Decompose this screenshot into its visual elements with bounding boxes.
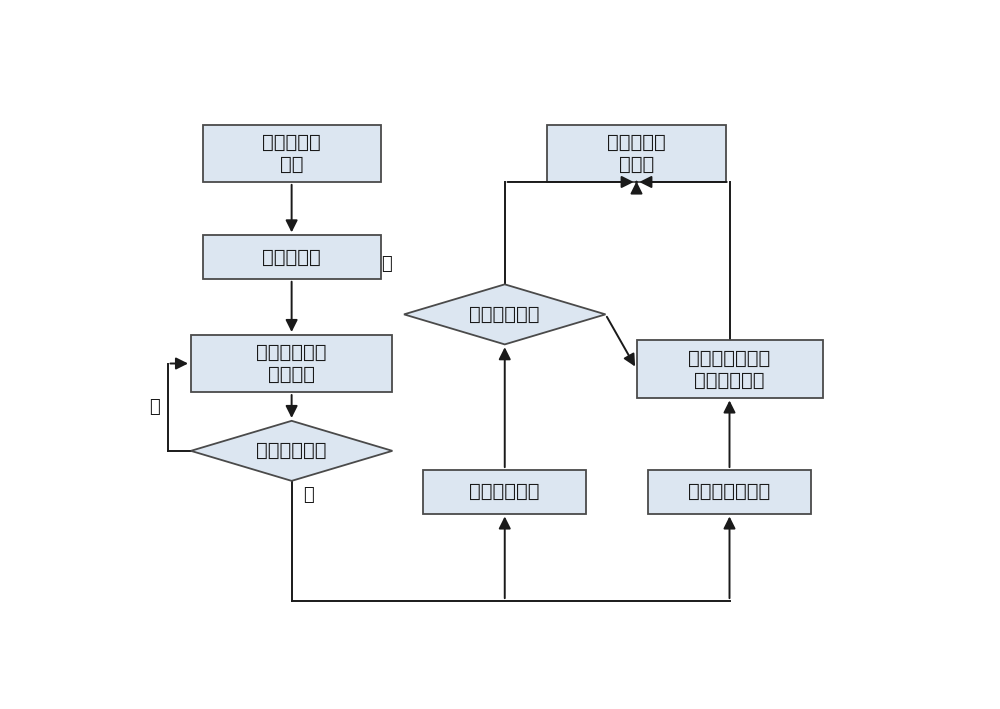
FancyBboxPatch shape <box>637 340 822 398</box>
Polygon shape <box>404 284 606 345</box>
Text: 轮椅执行相
应指令: 轮椅执行相 应指令 <box>607 133 666 174</box>
FancyBboxPatch shape <box>202 125 381 182</box>
Text: 否: 否 <box>149 398 160 416</box>
Text: 是: 是 <box>303 486 314 504</box>
Text: 唇部状态识别: 唇部状态识别 <box>470 482 540 501</box>
Polygon shape <box>191 421 392 481</box>
FancyBboxPatch shape <box>191 335 392 392</box>
Text: 图像预处理: 图像预处理 <box>262 247 321 267</box>
Text: 唇部检测成功: 唇部检测成功 <box>256 442 327 460</box>
Text: 唇部检测并添
加矩形框: 唇部检测并添 加矩形框 <box>256 343 327 384</box>
Text: 摄像头采集
图像: 摄像头采集 图像 <box>262 133 321 174</box>
Text: 设置对比矩形框: 设置对比矩形框 <box>688 482 771 501</box>
Text: 比较唇部与矩形
获得控制指令: 比较唇部与矩形 获得控制指令 <box>688 348 771 389</box>
FancyBboxPatch shape <box>547 125 726 182</box>
FancyBboxPatch shape <box>648 470 811 513</box>
FancyBboxPatch shape <box>202 235 381 279</box>
Text: 是: 是 <box>382 255 392 274</box>
Text: 唇部状态张开: 唇部状态张开 <box>470 305 540 324</box>
FancyBboxPatch shape <box>423 470 586 513</box>
